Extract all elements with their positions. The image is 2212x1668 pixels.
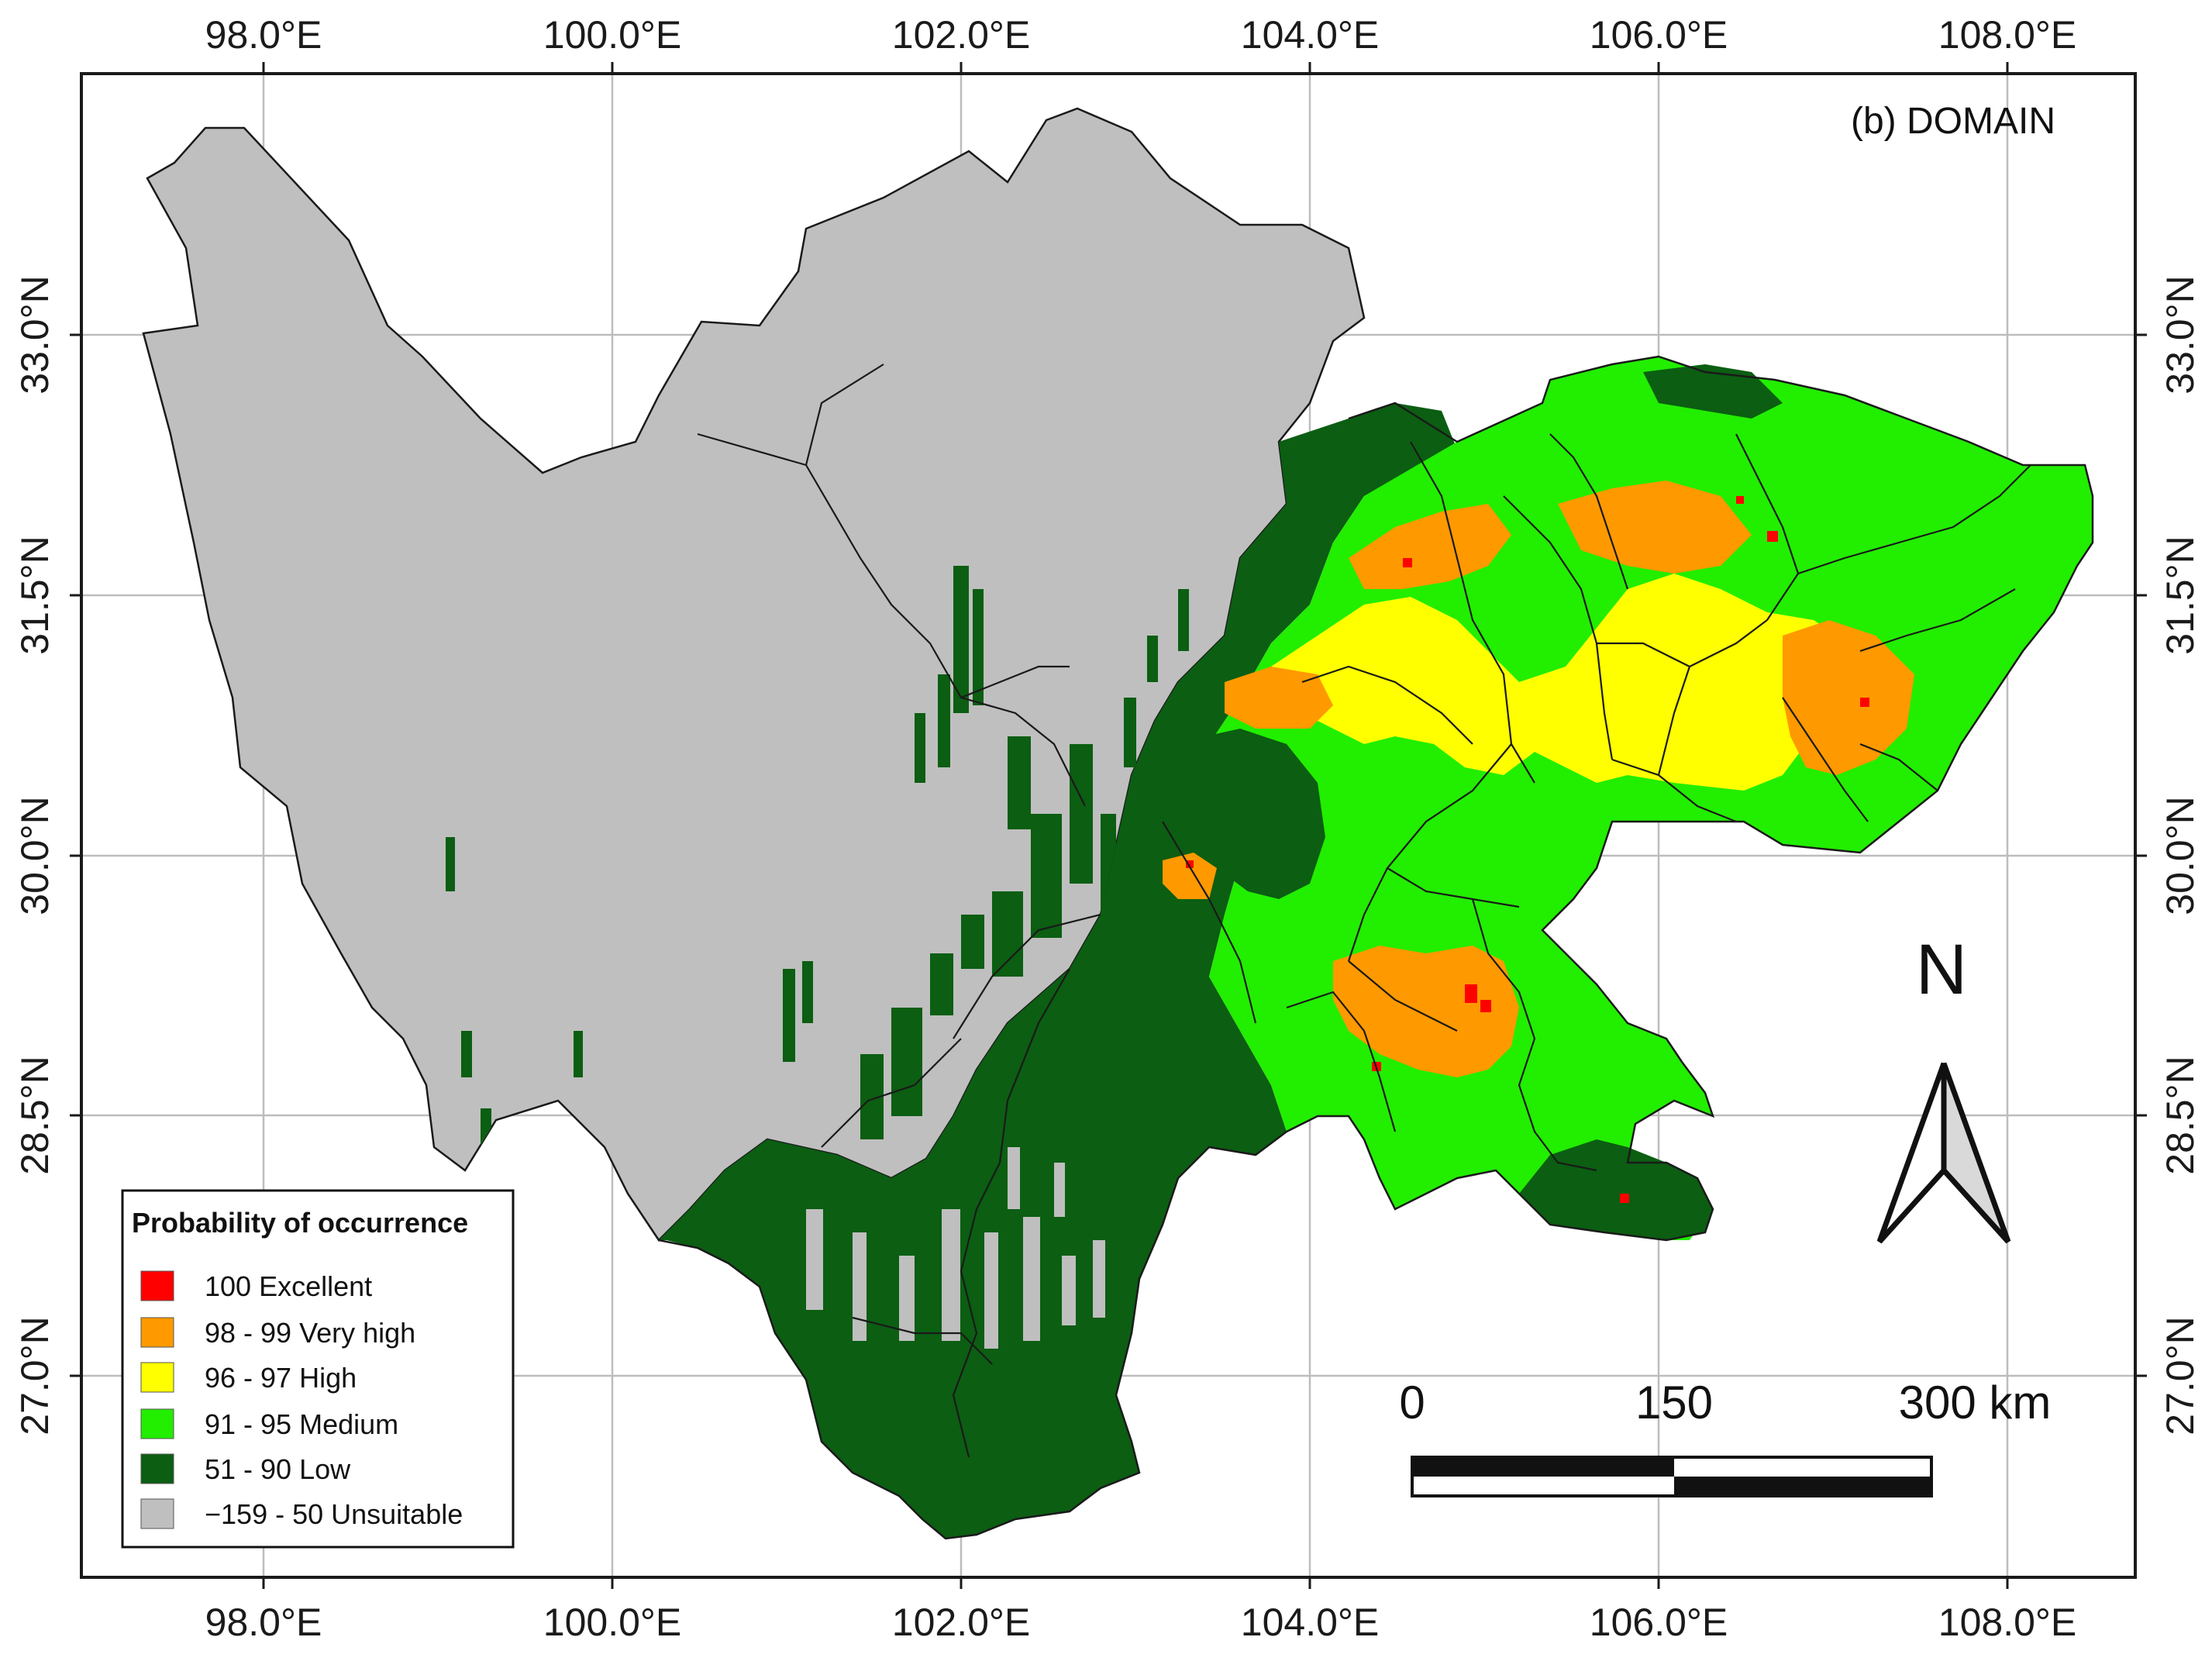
legend-label: 91 - 95 Medium [205,1408,398,1440]
legend-item: 98 - 99 Very high [140,1317,415,1349]
scale-label-zero: 0 [1399,1377,1425,1428]
legend-title: Probability of occurrence [132,1207,468,1239]
lat-label-left: 27.0°N [13,1316,57,1435]
southern-unsuitable-stripes [806,1147,1105,1349]
legend-label: 51 - 90 Low [205,1453,351,1485]
lat-label-left: 33.0°N [13,275,57,394]
lat-label-right: 31.5°N [2159,536,2202,654]
legend-swatch-medium [140,1408,174,1439]
region-very-high-west [1225,667,1333,729]
region-low-north [1643,364,1783,419]
lat-label-left: 30.0°N [13,796,57,915]
lon-label-top: 102.0°E [892,13,1030,57]
lat-label-right: 27.0°N [2159,1316,2202,1435]
region-very-high-southwest [1163,853,1217,899]
lon-label-bottom: 98.0°E [205,1601,322,1644]
study-area-outline-east [658,355,2094,1540]
region-low-central-blob [1155,729,1325,899]
lon-label-bottom: 100.0°E [543,1601,681,1644]
legend-swatch-low [140,1453,174,1484]
legend-item: 96 - 97 High [140,1362,357,1394]
panel-label: (b) DOMAIN [1851,101,2055,142]
lon-label-bottom: 106.0°E [1590,1601,1728,1644]
scale-label-mid: 150 [1635,1377,1713,1428]
legend-box [121,1189,515,1549]
lon-labels-top: 98.0°E 100.0°E 102.0°E 104.0°E 106.0°E 1… [205,13,2077,57]
legend-item: 51 - 90 Low [140,1453,351,1485]
lon-label-bottom: 102.0°E [892,1601,1030,1644]
lon-label-top: 108.0°E [1938,13,2076,57]
region-very-high-northeast [1558,481,1752,574]
lon-labels-bottom: 98.0°E 100.0°E 102.0°E 104.0°E 106.0°E 1… [205,1601,2077,1644]
scale-label-end: 300 km [1899,1377,2052,1428]
legend-swatch-very-high [140,1317,174,1348]
legend-swatch-excellent [140,1270,174,1301]
lon-label-top: 98.0°E [205,13,322,57]
legend-swatch-high [140,1362,174,1393]
legend-item: 100 Excellent [140,1270,372,1302]
legend-item: −159 - 50 Unsuitable [140,1498,463,1530]
legend-label: 98 - 99 Very high [205,1317,415,1349]
region-very-high-north [1349,504,1511,589]
admin-boundaries [697,364,2031,1458]
lon-label-bottom: 108.0°E [1938,1601,2076,1644]
lon-label-top: 100.0°E [543,13,681,57]
north-arrow-letter: N [1916,930,1967,1009]
lat-label-left: 28.5°N [13,1056,57,1174]
legend-label: 100 Excellent [205,1270,372,1302]
north-arrow: N [1876,930,2011,1244]
lat-label-right: 30.0°N [2159,796,2202,915]
map-frame [80,72,2137,1579]
suitability-layers [142,107,2094,1540]
lat-labels-left: 33.0°N 31.5°N 30.0°N 28.5°N 27.0°N [13,275,57,1435]
tick-marks [70,62,2147,1589]
region-high [1271,574,1876,791]
lon-label-bottom: 104.0°E [1241,1601,1379,1644]
lat-label-right: 28.5°N [2159,1056,2202,1174]
legend-swatch-unsuitable [140,1498,174,1529]
north-arrow-icon [1876,1062,2011,1244]
legend-label: −159 - 50 Unsuitable [205,1498,463,1530]
legend: Probability of occurrence 100 Excellent … [121,1189,515,1549]
region-very-high-south [1333,946,1519,1077]
region-very-high-east [1783,620,1914,775]
lon-label-top: 106.0°E [1590,13,1728,57]
scale-bar: 0 150 300 km [1399,1377,2052,1497]
lat-label-left: 31.5°N [13,536,57,654]
lat-label-right: 33.0°N [2159,275,2202,394]
lon-label-top: 104.0°E [1241,13,1379,57]
region-excellent-spots [1186,496,1869,1203]
legend-label: 96 - 97 High [205,1362,357,1394]
lat-labels-right: 33.0°N 31.5°N 30.0°N 28.5°N 27.0°N [2159,275,2202,1435]
legend-item: 91 - 95 Medium [140,1408,398,1440]
western-low-speckles [446,566,1189,1147]
